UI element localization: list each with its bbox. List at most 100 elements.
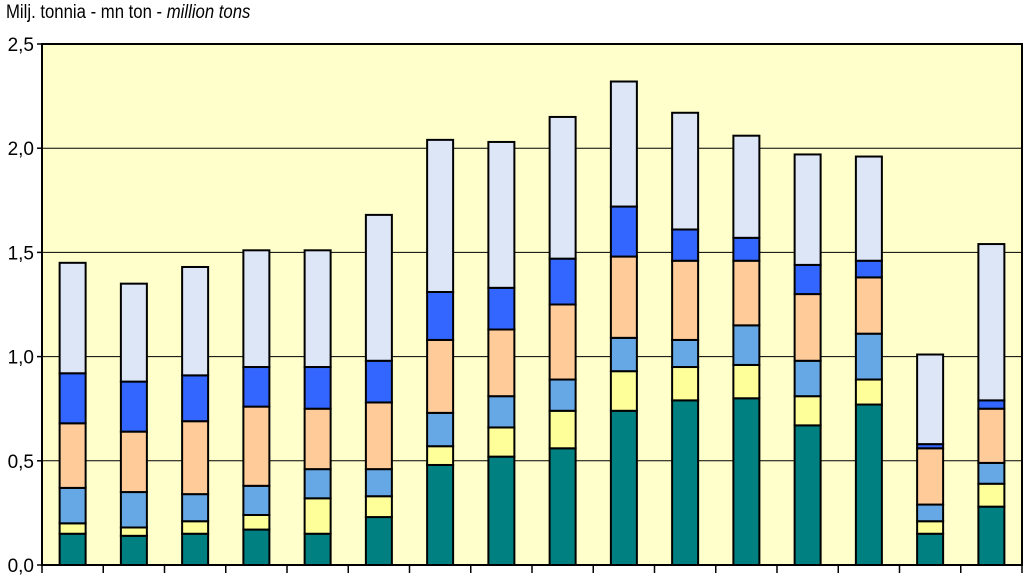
bar-segment [487,426,516,458]
bar-segment [119,380,148,433]
bar-stack [671,111,700,567]
bar-segment [364,213,393,362]
y-tick-label: 2,5 [8,35,34,56]
bar-stack [609,80,638,566]
axes-group [41,43,1023,573]
bar-segment [793,263,822,296]
bar-segment [364,516,393,566]
bar-segment [793,424,822,567]
bar-segment [303,468,332,500]
bar-segment [854,403,883,567]
bar-segment [119,282,148,383]
bar-segment [364,401,393,471]
bar-segment [671,399,700,567]
bar-segment [303,497,332,535]
bar-segment [119,534,148,566]
bar-segment [487,328,516,398]
bar-segment [303,366,332,410]
bar-segment [916,532,945,566]
bar-stack [119,282,148,566]
bar-segment [181,420,210,496]
bar-segment [916,353,945,446]
bar-segment [364,495,393,519]
y-tick-label: 0,5 [8,452,34,473]
bar-segment [548,447,577,566]
bar-segment [242,513,271,531]
bar-segment [854,276,883,335]
bar-segment [242,528,271,567]
bar-segment [242,366,271,408]
bar-segment [487,455,516,566]
bar-stack [732,134,761,566]
bar-segment [977,482,1006,508]
bar-segment [671,111,700,231]
bar-segment [487,140,516,289]
bar-segment [426,338,455,414]
bar-segment [854,259,883,279]
bar-segment [548,303,577,381]
bar-segment [181,520,210,535]
bar-segment [58,522,87,535]
bar-segment [487,286,516,331]
bar-segment [732,363,761,400]
bar-segment [854,155,883,262]
bar-stack [242,249,271,567]
bar-segment [916,520,945,535]
bar-stack [364,213,393,566]
bar-segment [732,236,761,262]
bar-segment [487,395,516,429]
bar-segment [181,265,210,377]
bar-stack [854,155,883,567]
bar-segment [671,338,700,369]
y-axis-labels: 0,0 0,5 1,0 1,5 2,0 2,5 [8,35,42,575]
bar-segment [977,461,1006,485]
bar-segment [58,372,87,425]
bar-segment [242,249,271,369]
bar-segment [609,80,638,208]
bar-stack [181,265,210,566]
bar-stack [58,261,87,566]
bar-segment [977,505,1006,567]
bar-segment [609,205,638,258]
bar-segment [609,336,638,373]
bar-segment [364,468,393,498]
y-tick-label: 0,0 [8,556,34,575]
bar-segment [671,228,700,262]
bar-segment [977,399,1006,410]
bar-segment [364,359,393,404]
bar-segment [732,259,761,327]
bar-segment [58,486,87,525]
chart-title-main: Milj. tonnia - mn ton - [6,2,167,23]
bar-segment [977,407,1006,464]
bar-segment [119,491,148,529]
bar-segment [793,359,822,398]
bar-segment [548,257,577,306]
bar-segment [426,290,455,341]
bar-segment [242,405,271,487]
bar-segment [793,153,822,266]
bar-segment [426,411,455,448]
chart-title: Milj. tonnia - mn ton - million tons [6,2,250,24]
bar-segment [793,293,822,362]
bar-segment [119,526,148,537]
bar-stack [426,138,455,566]
bar-stack [916,353,945,566]
bar-segment [671,259,700,341]
bar-segment [181,532,210,566]
bar-stack [977,243,1006,567]
bar-segment [426,463,455,566]
bar-segment [793,395,822,427]
bar-segment [977,243,1006,402]
bar-segment [181,374,210,423]
bar-segment [303,532,332,566]
bar-segment [916,503,945,523]
y-tick-label: 2,0 [8,139,34,160]
bar-segment [58,532,87,566]
bars-group [58,80,1006,567]
bar-segment [732,134,761,239]
bar-stack [303,249,332,566]
bar-segment [854,332,883,381]
bar-segment [671,366,700,402]
chart-title-italic: million tons [166,2,251,23]
